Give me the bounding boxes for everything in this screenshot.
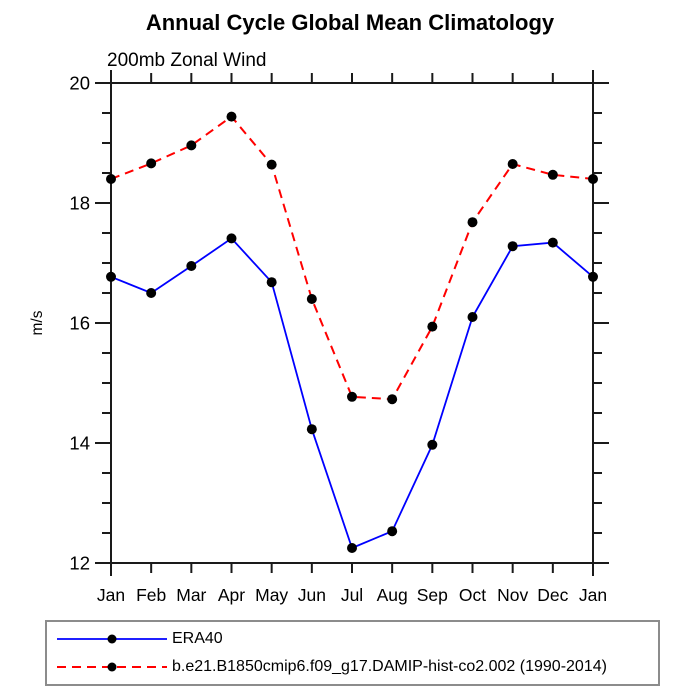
data-point-series-0	[588, 271, 598, 282]
legend-sample-dashed-line-icon	[57, 662, 167, 672]
legend-item-era40: ERA40	[57, 625, 658, 653]
x-tick-label: Sep	[417, 585, 448, 605]
y-tick-label: 14	[69, 433, 90, 454]
data-point-series-0	[507, 241, 518, 252]
x-tick-label: Feb	[136, 585, 166, 605]
x-tick-label: Jan	[579, 585, 607, 605]
x-tick-label: Jun	[298, 585, 326, 605]
data-point-series-1	[347, 391, 357, 402]
data-point-series-1	[467, 217, 478, 228]
data-point-series-1	[106, 174, 116, 184]
x-tick-label: Nov	[497, 585, 528, 605]
data-point-series-0	[467, 312, 478, 322]
data-point-series-1	[186, 140, 197, 151]
data-point-series-0	[226, 233, 237, 244]
x-tick-label: Jul	[341, 585, 363, 605]
data-point-series-0	[387, 526, 398, 537]
x-tick-label: Apr	[218, 585, 245, 605]
data-point-series-1	[588, 174, 598, 184]
series-line-1	[110, 115, 594, 401]
legend-item-model: b.e21.B1850cmip6.f09_g17.DAMIP-hist-co2.…	[57, 653, 658, 681]
y-tick-label: 16	[69, 313, 90, 334]
legend-label: b.e21.B1850cmip6.f09_g17.DAMIP-hist-co2.…	[172, 658, 607, 675]
data-point-series-1	[306, 294, 317, 304]
chart-subtitle: 200mb Zonal Wind	[107, 50, 267, 71]
data-point-series-0	[347, 543, 357, 553]
data-point-series-0	[146, 288, 157, 298]
legend-sample-solid-line-icon	[57, 634, 167, 644]
x-tick-label: May	[255, 585, 288, 605]
x-tick-label: Aug	[377, 585, 408, 605]
data-point-series-0	[427, 439, 438, 450]
y-tick-label: 20	[69, 73, 90, 94]
data-point-series-1	[387, 394, 398, 405]
y-tick-label: 18	[69, 193, 90, 214]
data-point-series-1	[266, 159, 277, 170]
chart-title: Annual Cycle Global Mean Climatology	[145, 10, 555, 35]
data-point-series-1	[507, 159, 518, 169]
legend-label: ERA40	[172, 630, 223, 647]
data-point-series-0	[266, 277, 277, 288]
y-tick-label: 12	[69, 553, 90, 574]
data-point-series-0	[547, 237, 558, 248]
data-point-series-1	[146, 158, 157, 169]
data-point-series-1	[547, 169, 558, 180]
data-point-series-1	[226, 111, 237, 122]
x-tick-label: Jan	[97, 585, 125, 605]
x-tick-label: Mar	[176, 585, 206, 605]
x-tick-label: Oct	[459, 585, 486, 605]
data-point-series-0	[186, 261, 197, 271]
legend: ERA40 b.e21.B1850cmip6.f09_g17.DAMIP-his…	[45, 620, 660, 686]
x-tick-label: Dec	[537, 585, 568, 605]
data-point-series-0	[306, 424, 317, 435]
data-point-series-1	[427, 321, 438, 332]
data-point-series-0	[106, 271, 116, 282]
